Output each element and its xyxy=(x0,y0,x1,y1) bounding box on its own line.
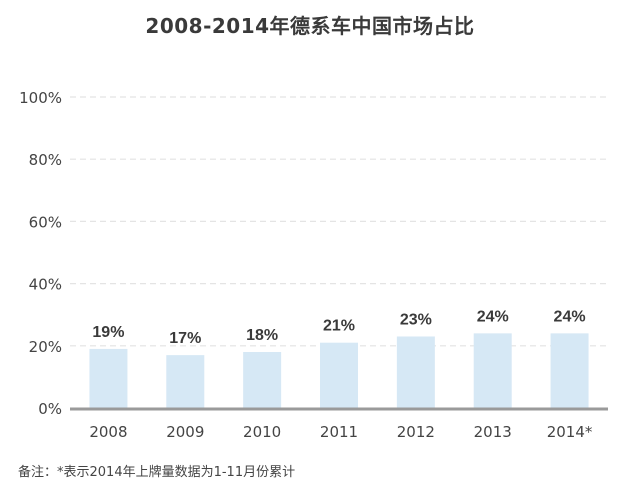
data-label: 19% xyxy=(92,324,124,341)
data-label: 17% xyxy=(169,330,201,347)
data-label: 21% xyxy=(323,318,355,335)
bar xyxy=(89,348,128,408)
x-tick-label: 2010 xyxy=(243,423,281,441)
bar xyxy=(243,352,282,408)
y-tick-label: 80% xyxy=(29,151,62,169)
bar xyxy=(550,333,589,408)
x-tick-label: 2011 xyxy=(320,423,358,441)
x-tick-label: 2012 xyxy=(397,423,435,441)
y-tick-label: 100% xyxy=(19,89,62,107)
data-label: 24% xyxy=(477,308,509,325)
bar xyxy=(473,333,512,408)
bar xyxy=(166,355,205,408)
x-tick-label: 2008 xyxy=(89,423,127,441)
x-tick-label: 2014* xyxy=(547,423,593,441)
y-tick-label: 60% xyxy=(29,213,62,231)
data-label: 23% xyxy=(400,311,432,328)
x-tick-label: 2009 xyxy=(166,423,204,441)
footnote: 备注：*表示2014年上牌量数据为1-11月份累计 xyxy=(18,465,296,480)
bar xyxy=(396,336,435,408)
y-tick-label: 40% xyxy=(29,276,62,294)
data-label: 24% xyxy=(554,308,586,325)
y-tick-label: 0% xyxy=(38,400,62,418)
x-tick-label: 2013 xyxy=(474,423,512,441)
bar xyxy=(320,342,358,408)
chart-title: 2008-2014年德系车中国市场占比 xyxy=(145,14,475,38)
data-label: 18% xyxy=(246,327,278,344)
y-tick-label: 20% xyxy=(29,338,62,356)
